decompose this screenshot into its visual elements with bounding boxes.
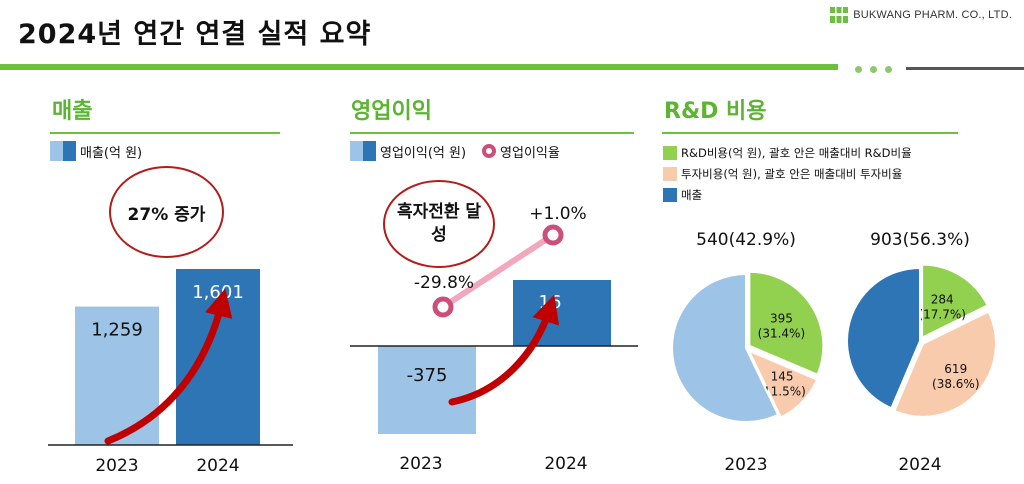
growth-arrow	[104, 288, 233, 445]
pie-value-label: 395	[770, 312, 793, 326]
op-bar-2024	[513, 280, 611, 346]
pie-total-label: 540(42.9%)	[696, 230, 796, 250]
sales-x-tick-label: 2024	[196, 456, 239, 476]
op-margin-label: +1.0%	[529, 204, 586, 224]
pie-slice-2023-sales	[671, 272, 780, 423]
rnd-section-rule	[662, 132, 958, 134]
pie-slice-2024-invest	[893, 310, 997, 418]
rnd-legend-item: R&D비용(억 원), 괄호 안은 매출대비 R&D비율	[663, 145, 912, 161]
rnd-legend: R&D비용(억 원), 괄호 안은 매출대비 R&D비율 투자비용(억 원), …	[663, 145, 912, 203]
op-section-title: 영업이익	[351, 99, 432, 124]
op-margin-line	[441, 232, 555, 310]
pie-pct-label: (38.6%)	[932, 377, 979, 391]
rnd-legend-swatch	[663, 146, 677, 160]
pie-pct-label: (31.4%)	[758, 327, 805, 341]
header-dot	[885, 66, 892, 73]
header-dot	[870, 66, 877, 73]
pie-value-label: 145	[771, 369, 794, 383]
sales-bar-value-label: 1,259	[91, 320, 143, 341]
op-section-rule	[350, 132, 634, 134]
header-dot	[855, 66, 862, 73]
pie-total-label: 903(56.3%)	[870, 230, 970, 250]
op-legend-bar-label: 영업이익(억 원)	[380, 145, 467, 161]
turnaround-arrow	[448, 294, 560, 406]
logo-text: BUKWANG PHARM. CO., LTD.	[853, 9, 1012, 21]
sales-callout: 27% 증가	[109, 166, 224, 258]
pie-pct-label: (17.7%)	[918, 307, 965, 321]
pie-slice-2023-invest	[746, 348, 819, 419]
invest-legend-swatch	[663, 167, 677, 181]
bukwang-logo-icon	[830, 7, 849, 23]
pie-year-label: 2023	[724, 455, 767, 475]
op-margin-point	[432, 296, 454, 318]
pie-slice-2024-sales	[846, 266, 921, 410]
company-logo: BUKWANG PHARM. CO., LTD.	[830, 6, 1012, 24]
sales-legend-label: 매출	[681, 188, 703, 202]
sales-x-tick-label: 2023	[95, 456, 138, 476]
op-margin-point	[542, 224, 564, 246]
op-bar-value-label: -375	[407, 365, 448, 386]
sales-legend-label: 매출(억 원)	[80, 145, 143, 161]
op-margin-label: -29.8%	[414, 273, 474, 293]
op-legend-line-label: 영업이익율	[500, 145, 560, 161]
sales-callout-text: 27% 증가	[127, 204, 206, 225]
op-callout-text: 흑자전환 달성	[396, 202, 482, 245]
sales-legend-swatch	[663, 188, 677, 202]
rnd-section-title: R&D 비용	[664, 99, 767, 124]
sales-bar-chart: 1,259 2023 1,601 2024	[48, 269, 293, 476]
header-dark-rule	[906, 67, 1024, 70]
pie-value-label: 284	[931, 292, 954, 306]
sales-section-rule	[50, 132, 280, 134]
pie-value-label: 619	[944, 362, 967, 376]
sales-legend-swatch	[50, 141, 76, 161]
op-legend: 영업이익(억 원) 영업이익율	[350, 141, 560, 161]
pie-year-label: 2024	[898, 455, 941, 475]
pie-pct-label: (11.5%)	[758, 384, 805, 398]
sales-legend: 매출(억 원)	[50, 141, 142, 161]
op-x-tick-label: 2024	[544, 454, 587, 474]
op-legend-ring-icon	[482, 144, 497, 158]
sales-section-title: 매출	[52, 99, 93, 124]
rnd-legend-item: 매출	[663, 187, 912, 203]
rnd-pie-charts: 395(31.4%) 145(11.5%) 540(42.9%) 2023 284(17…	[671, 230, 997, 475]
page-title: 2024년 연간 연결 실적 요약	[18, 19, 372, 50]
rnd-legend-item: 투자비용(억 원), 괄호 안은 매출대비 투자비율	[663, 166, 912, 182]
pie-slice-2024-rnd	[921, 263, 989, 340]
op-legend-bar-swatch	[350, 141, 376, 161]
sales-bar-value-label: 1,601	[192, 282, 244, 303]
op-x-tick-label: 2023	[399, 454, 442, 474]
op-bar-2023	[378, 346, 476, 434]
op-callout: 흑자전환 달성	[383, 180, 495, 268]
rnd-legend-label: R&D비용(억 원), 괄호 안은 매출대비 R&D비율	[681, 146, 912, 160]
header-green-rule	[0, 64, 838, 70]
invest-legend-label: 투자비용(억 원), 괄호 안은 매출대비 투자비율	[681, 167, 903, 181]
pie-slice-2023-rnd	[748, 270, 825, 376]
